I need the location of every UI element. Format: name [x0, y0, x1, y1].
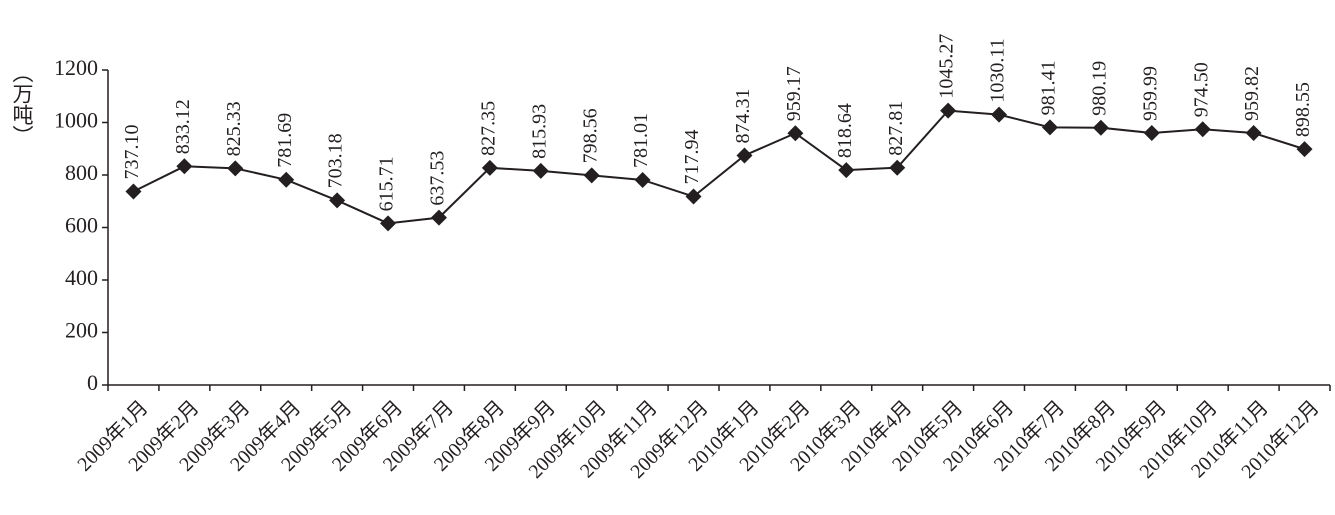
marker — [1143, 125, 1160, 142]
data-label: 974.50 — [1190, 62, 1212, 117]
data-label: 717.94 — [681, 130, 703, 185]
y-tick-label: 1200 — [54, 55, 98, 80]
marker — [532, 162, 549, 179]
data-label: 637.53 — [427, 151, 449, 206]
marker — [634, 171, 651, 188]
data-label: 781.01 — [630, 113, 652, 168]
marker — [329, 192, 346, 209]
line — [133, 109, 1305, 225]
data-label: 833.12 — [172, 99, 194, 154]
data-label: 781.69 — [274, 113, 296, 168]
marker — [481, 159, 498, 176]
data-label: 615.71 — [376, 156, 398, 211]
marker — [583, 167, 600, 184]
data-label: 825.33 — [223, 101, 245, 156]
marker — [176, 158, 193, 175]
data-label: 798.56 — [579, 108, 601, 163]
data-label: 959.99 — [1139, 66, 1161, 121]
y-tick-label: 1000 — [54, 108, 98, 133]
marker — [991, 106, 1008, 123]
data-label: 959.82 — [1241, 66, 1263, 121]
marker — [430, 209, 447, 226]
data-label: 980.19 — [1088, 61, 1110, 116]
marker — [1041, 119, 1058, 136]
data-label: 827.35 — [477, 101, 499, 156]
marker — [380, 215, 397, 232]
marker — [940, 102, 957, 119]
y-tick-label: 200 — [65, 318, 98, 343]
data-label: 981.41 — [1038, 60, 1060, 115]
marker — [685, 188, 702, 205]
marker — [1092, 119, 1109, 136]
data-label: 818.64 — [834, 103, 856, 158]
data-label: 898.55 — [1292, 82, 1314, 137]
y-tick-label: 600 — [65, 213, 98, 238]
data-label: 1045.27 — [936, 34, 958, 99]
y-tick-label: 0 — [87, 370, 98, 395]
marker — [278, 171, 295, 188]
data-label: 703.18 — [325, 133, 347, 188]
data-label: 959.17 — [783, 66, 805, 121]
y-tick-label: 400 — [65, 265, 98, 290]
marker — [227, 160, 244, 177]
marker — [1245, 125, 1262, 142]
data-label: 874.31 — [732, 88, 754, 143]
y-axis-label: （万吨） — [10, 62, 34, 146]
data-label: 815.93 — [528, 104, 550, 159]
data-label: 737.10 — [121, 125, 143, 180]
marker — [1296, 141, 1313, 158]
data-label: 1030.11 — [987, 38, 1009, 102]
marker — [787, 125, 804, 142]
marker — [838, 162, 855, 179]
marker — [736, 147, 753, 164]
data-label: 827.81 — [885, 101, 907, 156]
y-tick-label: 800 — [65, 160, 98, 185]
marker — [125, 183, 142, 200]
marker — [889, 159, 906, 176]
marker — [1194, 121, 1211, 138]
